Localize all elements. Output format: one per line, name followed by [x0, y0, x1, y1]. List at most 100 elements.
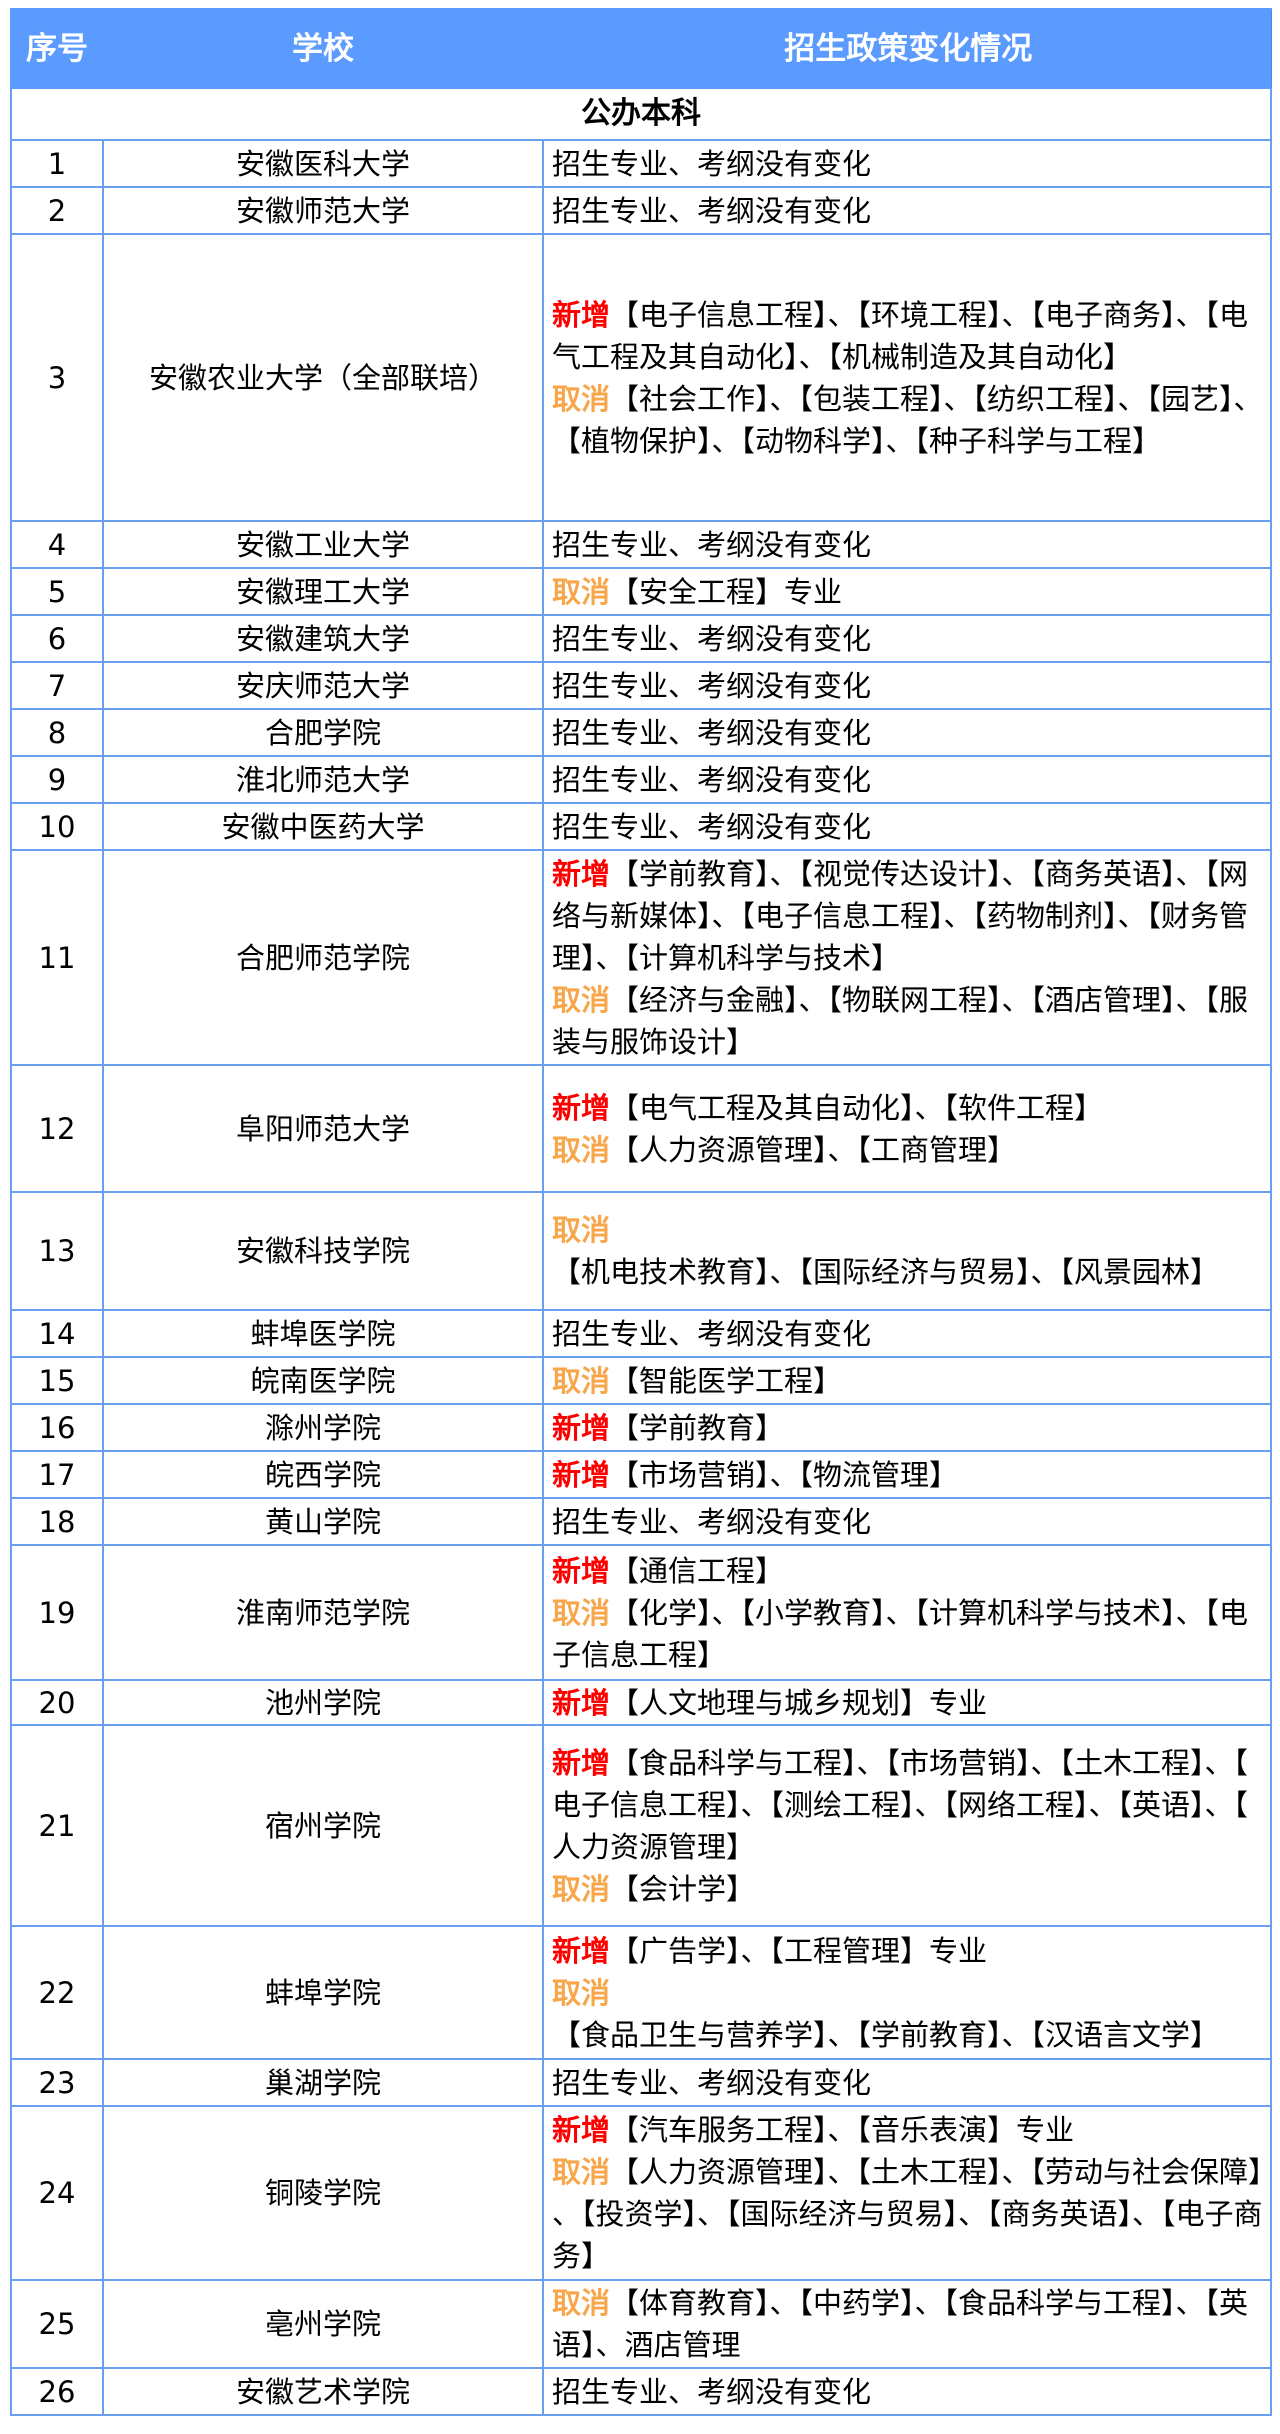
- table-row: 13 安徽科技学院 取消【机电技术教育】、【国际经济与贸易】、【风景园林】: [10, 1191, 1272, 1311]
- added-tag: 新增: [552, 1457, 611, 1492]
- cancelled-tag: 取消: [552, 982, 611, 1017]
- change-text: 招生专业、考纲没有变化: [552, 146, 872, 181]
- table-row: 26 安徽艺术学院 招生专业、考纲没有变化: [10, 2367, 1272, 2416]
- policy-change: 招生专业、考纲没有变化: [542, 139, 1272, 188]
- school-name: 皖南医学院: [102, 1356, 544, 1405]
- change-text: 【体育教育】、【中药学】、【食品科学与工程】、【英语】、酒店管理: [552, 2286, 1249, 2362]
- school-name: 安徽理工大学: [102, 567, 544, 616]
- school-name: 亳州学院: [102, 2279, 544, 2369]
- school-name: 黄山学院: [102, 1497, 544, 1546]
- row-number: 3: [10, 233, 104, 522]
- admission-policy-table: 序号 学校 招生政策变化情况 公办本科 1 安徽医科大学 招生专业、考纲没有变化 2 安…: [10, 8, 1272, 2416]
- change-line: 招生专业、考纲没有变化: [552, 524, 1264, 566]
- table-row: 3 安徽农业大学（全部联培） 新增【电子信息工程】、【环境工程】、【电子商务】、【电…: [10, 233, 1272, 522]
- policy-change: 招生专业、考纲没有变化: [542, 186, 1272, 235]
- school-name: 安徽农业大学（全部联培）: [102, 233, 544, 522]
- change-line: 取消【智能医学工程】: [552, 1360, 1264, 1402]
- school-name: 淮北师范大学: [102, 755, 544, 804]
- row-number: 12: [10, 1064, 104, 1193]
- change-text: 【通信工程】: [610, 1553, 785, 1588]
- policy-change: 新增【广告学】、【工程管理】专业 取消【食品卫生与营养学】、【学前教育】、【汉语言…: [542, 1925, 1272, 2060]
- policy-change: 新增【通信工程】 取消【化学】、【小学教育】、【计算机科学与技术】、【电子信息工程…: [542, 1544, 1272, 1681]
- row-number: 22: [10, 1925, 104, 2060]
- change-text: 招生专业、考纲没有变化: [552, 621, 872, 656]
- school-name: 安徽中医药大学: [102, 802, 544, 851]
- table-row: 5 安徽理工大学 取消【安全工程】专业: [10, 567, 1272, 616]
- row-number: 14: [10, 1309, 104, 1358]
- school-name: 合肥师范学院: [102, 849, 544, 1066]
- change-line: 新增【广告学】、【工程管理】专业: [552, 1930, 1264, 1972]
- row-number: 20: [10, 1679, 104, 1726]
- change-text: 招生专业、考纲没有变化: [552, 193, 872, 228]
- change-line: 新增【食品科学与工程】、【市场营销】、【土木工程】、【电子信息工程】、【测绘工程…: [552, 1742, 1264, 1868]
- change-line: 招生专业、考纲没有变化: [552, 665, 1264, 707]
- table-row: 20 池州学院 新增【人文地理与城乡规划】专业: [10, 1679, 1272, 1726]
- policy-change: 新增【学前教育】: [542, 1403, 1272, 1452]
- policy-change: 招生专业、考纲没有变化: [542, 520, 1272, 569]
- header-change: 招生政策变化情况: [542, 8, 1272, 89]
- change-text: 【食品卫生与营养学】、【学前教育】、【汉语言文学】: [552, 2017, 1220, 2052]
- added-tag: 新增: [552, 1685, 611, 1720]
- cancelled-tag: 取消: [552, 1871, 611, 1906]
- policy-change: 新增【食品科学与工程】、【市场营销】、【土木工程】、【电子信息工程】、【测绘工程…: [542, 1724, 1272, 1927]
- change-text: 【食品科学与工程】、【市场营销】、【土木工程】、【电子信息工程】、【测绘工程】、…: [552, 1745, 1249, 1864]
- table-row: 19 淮南师范学院 新增【通信工程】 取消【化学】、【小学教育】、【计算机科学与技术】…: [10, 1544, 1272, 1681]
- row-number: 16: [10, 1403, 104, 1452]
- table-row: 6 安徽建筑大学 招生专业、考纲没有变化: [10, 614, 1272, 663]
- change-line: 取消【会计学】: [552, 1868, 1264, 1910]
- table-row: 25 亳州学院 取消【体育教育】、【中药学】、【食品科学与工程】、【英语】、酒店管理: [10, 2279, 1272, 2369]
- cancelled-tag: 取消: [552, 2155, 611, 2189]
- row-number: 10: [10, 802, 104, 851]
- table-row: 2 安徽师范大学 招生专业、考纲没有变化: [10, 186, 1272, 235]
- cancelled-tag: 取消: [552, 574, 611, 609]
- policy-change: 新增【学前教育】、【视觉传达设计】、【商务英语】、【网络与新媒体】、【电子信息工…: [542, 849, 1272, 1066]
- policy-change: 招生专业、考纲没有变化: [542, 614, 1272, 663]
- change-text: 招生专业、考纲没有变化: [552, 809, 872, 844]
- row-number: 24: [10, 2105, 104, 2281]
- school-name: 蚌埠学院: [102, 1925, 544, 2060]
- table-row: 7 安庆师范大学 招生专业、考纲没有变化: [10, 661, 1272, 710]
- policy-change: 招生专业、考纲没有变化: [542, 2058, 1272, 2107]
- table-row: 21 宿州学院 新增【食品科学与工程】、【市场营销】、【土木工程】、【电子信息工程】…: [10, 1724, 1272, 1927]
- table-header-row: 序号 学校 招生政策变化情况: [10, 8, 1272, 89]
- header-school: 学校: [102, 8, 544, 89]
- change-text: 【智能医学工程】: [610, 1363, 843, 1398]
- added-tag: 新增: [552, 2113, 611, 2147]
- policy-change: 招生专业、考纲没有变化: [542, 1497, 1272, 1546]
- change-line: 取消【安全工程】专业: [552, 571, 1264, 613]
- change-text: 招生专业、考纲没有变化: [552, 715, 872, 750]
- policy-change: 取消【体育教育】、【中药学】、【食品科学与工程】、【英语】、酒店管理: [542, 2279, 1272, 2369]
- row-number: 19: [10, 1544, 104, 1681]
- change-text: 招生专业、考纲没有变化: [552, 762, 872, 797]
- table-row: 17 皖西学院 新增【市场营销】、【物流管理】: [10, 1450, 1272, 1499]
- change-line: 新增【人文地理与城乡规划】专业: [552, 1682, 1264, 1724]
- row-number: 4: [10, 520, 104, 569]
- change-line: 取消【社会工作】、【包装工程】、【纺织工程】、【园艺】、【植物保护】、【动物科学…: [552, 378, 1264, 462]
- change-text: 【学前教育】: [610, 1410, 785, 1445]
- cancelled-tag: 取消: [552, 1213, 611, 1247]
- row-number: 2: [10, 186, 104, 235]
- change-line: 取消【经济与金融】、【物联网工程】、【酒店管理】、【服装与服饰设计】: [552, 979, 1264, 1063]
- added-tag: 新增: [552, 1933, 611, 1968]
- change-line: 新增【通信工程】: [552, 1550, 1264, 1592]
- school-name: 皖西学院: [102, 1450, 544, 1499]
- table-row: 16 滁州学院 新增【学前教育】: [10, 1403, 1272, 1452]
- row-number: 11: [10, 849, 104, 1066]
- school-name: 阜阳师范大学: [102, 1064, 544, 1193]
- added-tag: 新增: [552, 1745, 611, 1780]
- table-row: 14 蚌埠医学院 招生专业、考纲没有变化: [10, 1309, 1272, 1358]
- row-number: 17: [10, 1450, 104, 1499]
- policy-change: 新增【电气工程及其自动化】、【软件工程】 取消【人力资源管理】、【工商管理】: [542, 1064, 1272, 1193]
- change-text: 招生专业、考纲没有变化: [552, 668, 872, 703]
- table-row: 24 铜陵学院 新增【汽车服务工程】、【音乐表演】专业 取消【人力资源管理】、【土木工…: [10, 2105, 1272, 2281]
- table-row: 1 安徽医科大学 招生专业、考纲没有变化: [10, 139, 1272, 188]
- change-line: 招生专业、考纲没有变化: [552, 806, 1264, 848]
- added-tag: 新增: [552, 856, 611, 891]
- change-text: 招生专业、考纲没有变化: [552, 2065, 872, 2100]
- policy-change: 招生专业、考纲没有变化: [542, 2367, 1272, 2416]
- change-line: 招生专业、考纲没有变化: [552, 143, 1264, 185]
- row-number: 7: [10, 661, 104, 710]
- change-line: 新增【学前教育】: [552, 1407, 1264, 1449]
- change-text: 【市场营销】、【物流管理】: [610, 1457, 959, 1492]
- change-line: 招生专业、考纲没有变化: [552, 712, 1264, 754]
